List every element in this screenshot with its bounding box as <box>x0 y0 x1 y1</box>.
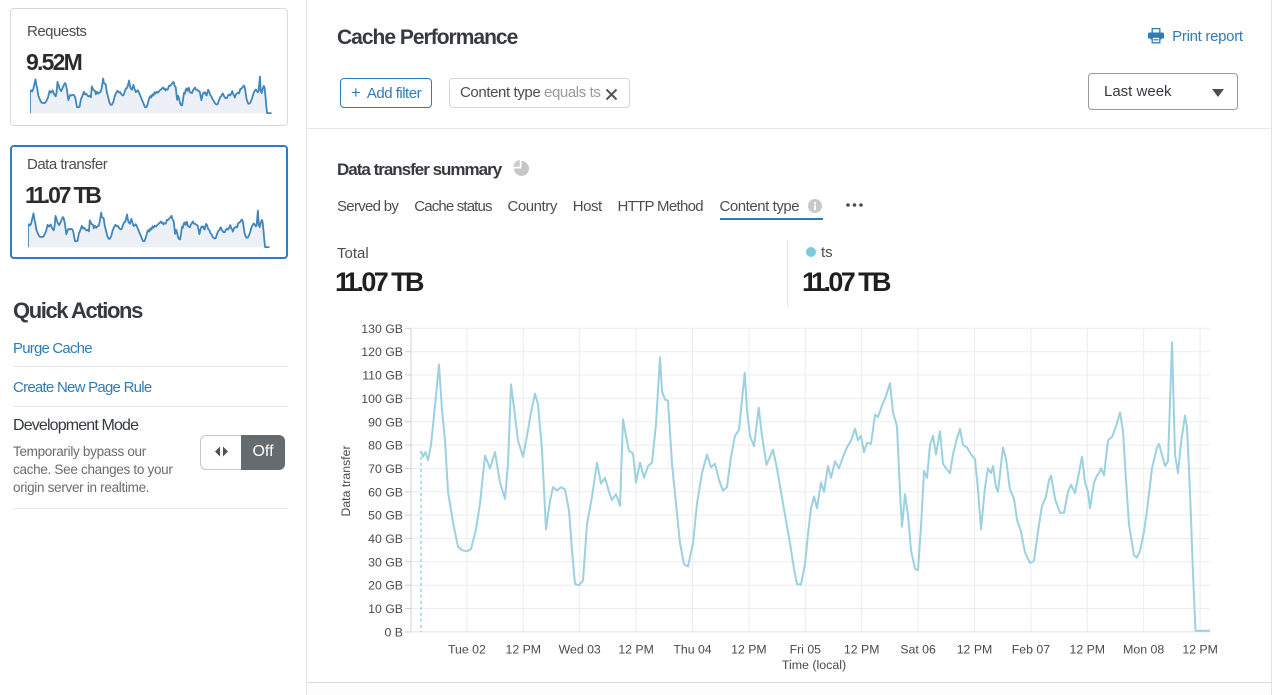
svg-text:50 GB: 50 GB <box>368 509 403 523</box>
svg-text:110 GB: 110 GB <box>362 369 403 383</box>
svg-text:100 GB: 100 GB <box>361 392 403 406</box>
svg-text:130 GB: 130 GB <box>361 322 403 336</box>
svg-text:60 GB: 60 GB <box>368 485 403 499</box>
svg-text:12 PM: 12 PM <box>844 643 880 657</box>
svg-text:Mon 08: Mon 08 <box>1123 643 1164 657</box>
svg-text:Feb 07: Feb 07 <box>1012 643 1050 657</box>
svg-text:120 GB: 120 GB <box>361 345 403 359</box>
svg-text:Tue 02: Tue 02 <box>448 643 486 657</box>
svg-text:12 PM: 12 PM <box>618 643 654 657</box>
svg-text:12 PM: 12 PM <box>1070 643 1106 657</box>
svg-text:30 GB: 30 GB <box>368 555 403 569</box>
svg-text:10 GB: 10 GB <box>368 602 403 616</box>
svg-text:70 GB: 70 GB <box>368 462 403 476</box>
svg-text:12 PM: 12 PM <box>506 643 542 657</box>
svg-text:12 PM: 12 PM <box>731 643 767 657</box>
svg-text:Thu 04: Thu 04 <box>673 643 711 657</box>
svg-text:Wed 03: Wed 03 <box>559 643 601 657</box>
svg-text:0 B: 0 B <box>385 625 403 639</box>
svg-text:12 PM: 12 PM <box>957 643 993 657</box>
svg-text:20 GB: 20 GB <box>368 579 403 593</box>
svg-text:Time (local): Time (local) <box>782 658 846 672</box>
svg-text:90 GB: 90 GB <box>368 415 403 429</box>
svg-text:Data transfer: Data transfer <box>339 445 353 516</box>
svg-text:12 PM: 12 PM <box>1182 643 1218 657</box>
svg-text:Fri 05: Fri 05 <box>790 643 822 657</box>
svg-text:40 GB: 40 GB <box>368 532 403 546</box>
svg-text:80 GB: 80 GB <box>368 439 403 453</box>
svg-text:Sat 06: Sat 06 <box>900 643 936 657</box>
